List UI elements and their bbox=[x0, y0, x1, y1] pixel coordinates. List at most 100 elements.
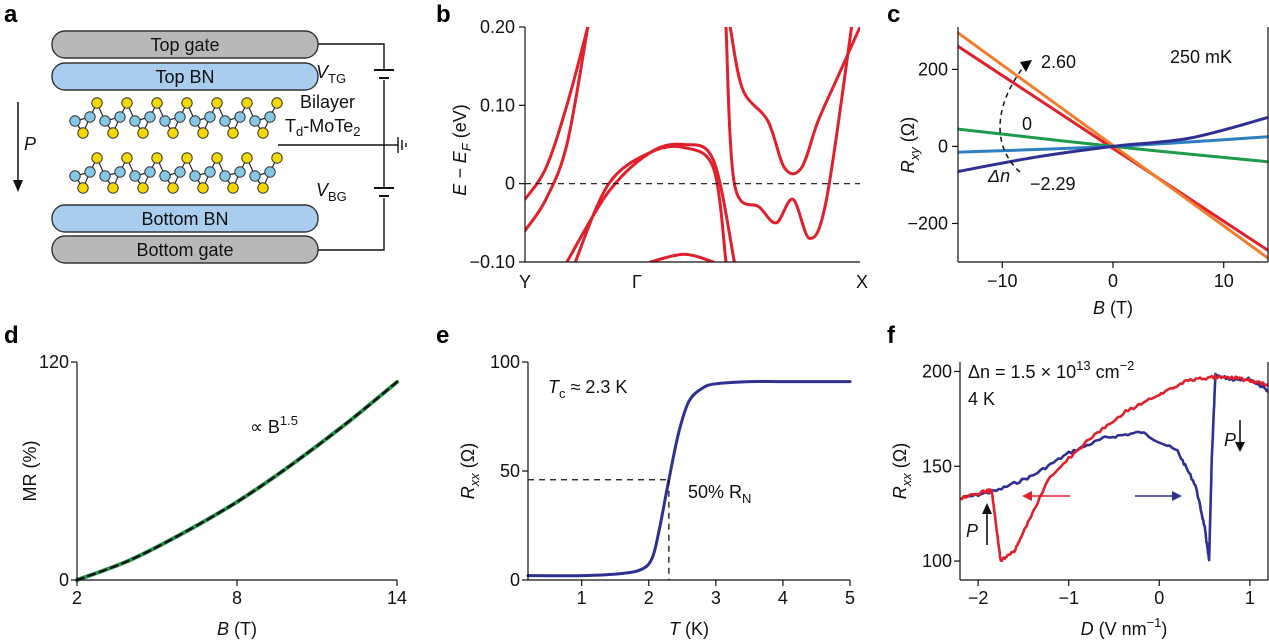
xlabel-unit: (T) bbox=[1105, 298, 1133, 318]
ytick-label: 100 bbox=[922, 551, 952, 571]
te-atom bbox=[211, 152, 223, 164]
mo-atom bbox=[234, 166, 246, 178]
forward-sweep-line bbox=[959, 372, 1269, 562]
panel-letter-b: b bbox=[436, 1, 451, 28]
te-atom bbox=[257, 127, 269, 139]
te-atom bbox=[137, 182, 149, 194]
label-vbg: VBG bbox=[316, 180, 347, 204]
band-line-4 bbox=[649, 252, 715, 262]
layer-top-gate bbox=[51, 30, 319, 59]
mo-atom bbox=[144, 111, 156, 123]
xlabel-var: B bbox=[1093, 298, 1105, 318]
ytick-label: 0.20 bbox=[480, 17, 515, 37]
ylabel-f: Rxx (Ω) bbox=[890, 443, 914, 499]
te-atom bbox=[167, 127, 179, 139]
mo-atom bbox=[189, 115, 201, 127]
label-rn: 50% RN bbox=[688, 482, 751, 506]
hall-line-0 bbox=[958, 44, 1268, 252]
ytick-label: 0.10 bbox=[480, 95, 515, 115]
ylabel-unit: (eV) bbox=[450, 104, 470, 143]
panel-d: d 120 02 8 14 B (T) MR (%) ∝ B1.5 bbox=[4, 322, 407, 639]
layer-top-bn bbox=[51, 62, 319, 91]
mo-atom bbox=[99, 115, 111, 127]
hall-lines bbox=[958, 31, 1268, 260]
battery-top bbox=[374, 69, 394, 79]
te-atom bbox=[121, 152, 133, 164]
p-down-label: P bbox=[1224, 430, 1236, 450]
mo-atom bbox=[264, 111, 276, 123]
hall-line-4 bbox=[958, 116, 1268, 173]
label-temperature-c: 250 mK bbox=[1170, 47, 1232, 67]
xlabel-f: D (V nm−1) bbox=[1081, 615, 1168, 639]
te-atom bbox=[227, 182, 239, 194]
te-atom bbox=[77, 127, 89, 139]
te-atom bbox=[167, 182, 179, 194]
te-atom bbox=[121, 97, 133, 109]
mo-atom bbox=[264, 166, 276, 178]
band-line-1 bbox=[525, 27, 590, 201]
layer-bottom-bn bbox=[51, 204, 319, 233]
ylabel-b: E − EF (eV) bbox=[450, 104, 474, 196]
chart-superconducting-transition: 100 50 0 1 2 3 4 5 T (K) Rxx (Ω) bbox=[458, 352, 855, 639]
band-line-6 bbox=[724, 27, 854, 240]
ylabel-sub: xy bbox=[907, 146, 922, 162]
mo-atom bbox=[99, 170, 111, 182]
ylabel-sub: xx bbox=[467, 473, 482, 488]
te-atom bbox=[241, 97, 253, 109]
label-bottom-bn: Bottom BN bbox=[141, 209, 228, 229]
ylabel-d: MR (%) bbox=[20, 441, 40, 502]
xtick-label: −1 bbox=[1058, 588, 1079, 608]
mo-atom bbox=[219, 170, 231, 182]
layer-bottom-gate bbox=[51, 235, 319, 264]
te-atom bbox=[151, 97, 163, 109]
mo-atom bbox=[144, 166, 156, 178]
te-atom bbox=[211, 97, 223, 109]
delta-n-label: Δn bbox=[987, 166, 1010, 186]
xlabel-exp: −1 bbox=[1147, 615, 1162, 630]
series-label: −2.29 bbox=[1030, 174, 1076, 194]
panel-a: a Top gate Top BN Bottom B bbox=[4, 1, 407, 264]
rt-curve bbox=[526, 379, 852, 578]
xlabel-c: B (T) bbox=[1093, 298, 1133, 318]
axis-b bbox=[524, 27, 860, 263]
xtick-label: 2 bbox=[72, 588, 82, 608]
ylabel-unit: (Ω) bbox=[890, 443, 910, 473]
mo-atom bbox=[114, 166, 126, 178]
te-atom bbox=[91, 97, 103, 109]
ytick-label: 0 bbox=[510, 570, 520, 590]
panel-letter-d: d bbox=[4, 322, 19, 349]
mo-atom bbox=[219, 115, 231, 127]
delta-n-arrowhead-icon bbox=[1020, 60, 1032, 72]
te-atom bbox=[181, 97, 193, 109]
polarization-arrow-icon bbox=[13, 102, 23, 192]
sweep-right-arrowhead-icon bbox=[1172, 491, 1182, 501]
mo-atom bbox=[129, 115, 141, 127]
xtick-label: 1 bbox=[1245, 588, 1255, 608]
te-atom bbox=[271, 152, 283, 164]
ytick-label: 200 bbox=[918, 59, 948, 79]
xtick-label: Γ bbox=[632, 272, 642, 292]
ylabel-main: R bbox=[898, 160, 918, 173]
ytick-label: 200 bbox=[922, 361, 952, 381]
label-bottom-gate: Bottom gate bbox=[136, 240, 233, 260]
label-fit: ∝ B1.5 bbox=[250, 413, 298, 437]
xtick-label: −10 bbox=[987, 271, 1018, 291]
panel-letter-e: e bbox=[436, 322, 449, 349]
xlabel-var: B bbox=[217, 619, 229, 639]
te-atom bbox=[271, 97, 283, 109]
xtick-label: 4 bbox=[778, 588, 788, 608]
ylabel-main: E − E bbox=[450, 150, 470, 196]
series-label: 2.60 bbox=[1041, 52, 1076, 72]
xlabel-end: ) bbox=[1161, 619, 1167, 639]
te-atom bbox=[241, 152, 253, 164]
ylabel-sub: xx bbox=[899, 473, 914, 488]
p-down-arrowhead-icon bbox=[1235, 442, 1245, 452]
xtick-label: 1 bbox=[577, 588, 587, 608]
te-atom bbox=[137, 127, 149, 139]
xlabel-var: D bbox=[1081, 619, 1094, 639]
label-top-bn: Top BN bbox=[155, 67, 214, 87]
circuit bbox=[278, 43, 398, 251]
label-polarization: P bbox=[24, 134, 36, 154]
